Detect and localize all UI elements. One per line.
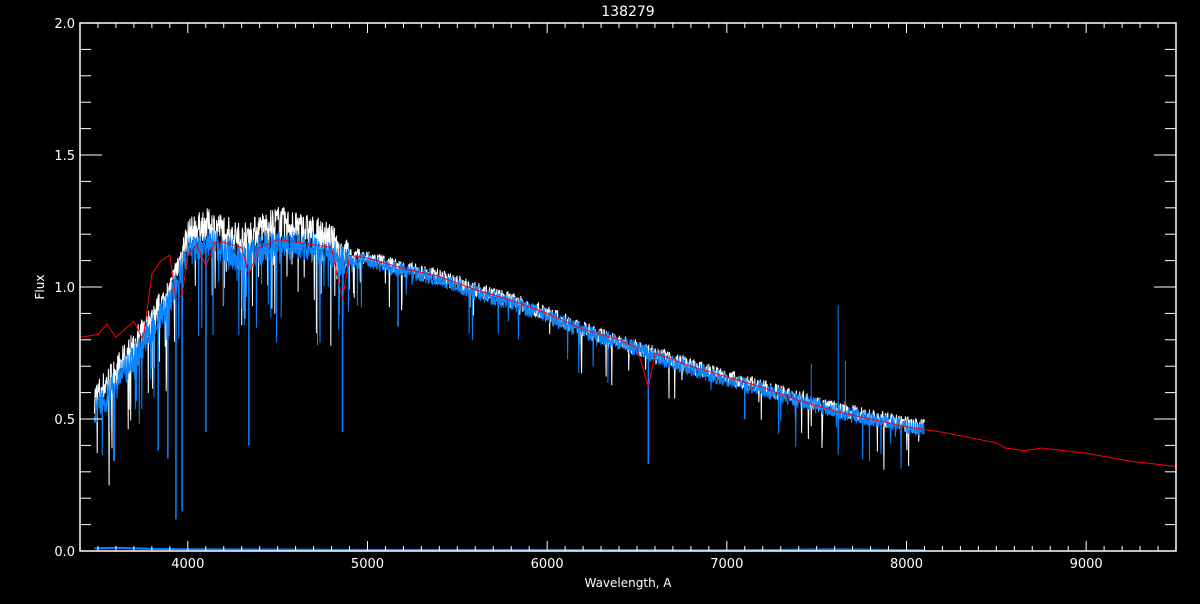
error-spectrum xyxy=(94,546,925,552)
x-tick-label: 8000 xyxy=(890,557,923,572)
y-tick-label: 0.0 xyxy=(54,545,75,560)
y-axis-label: Flux xyxy=(33,275,47,300)
y-tick-label: 2.0 xyxy=(54,17,75,32)
x-tick-label: 5000 xyxy=(351,557,384,572)
model-spectrum-red xyxy=(79,238,1177,467)
observed-spectrum-white xyxy=(93,207,925,486)
plot-area xyxy=(79,207,1177,552)
x-axis-label: Wavelength, A xyxy=(584,576,672,590)
x-tick-label: 7000 xyxy=(710,557,743,572)
x-tick-label: 6000 xyxy=(531,557,564,572)
axes: 4000 5000 6000 7000 8000 9000 0.0 0.5 1.0 1.5 2.0 xyxy=(54,17,1177,572)
x-tick-label: 4000 xyxy=(171,557,204,572)
observed-spectrum-blue xyxy=(93,230,925,469)
y-tick-label: 1.0 xyxy=(54,281,75,296)
y-tick-label: 1.5 xyxy=(54,149,75,164)
y-tick-label: 0.5 xyxy=(54,413,75,428)
x-tick-label: 9000 xyxy=(1070,557,1103,572)
chart-title: 138279 xyxy=(601,4,654,20)
